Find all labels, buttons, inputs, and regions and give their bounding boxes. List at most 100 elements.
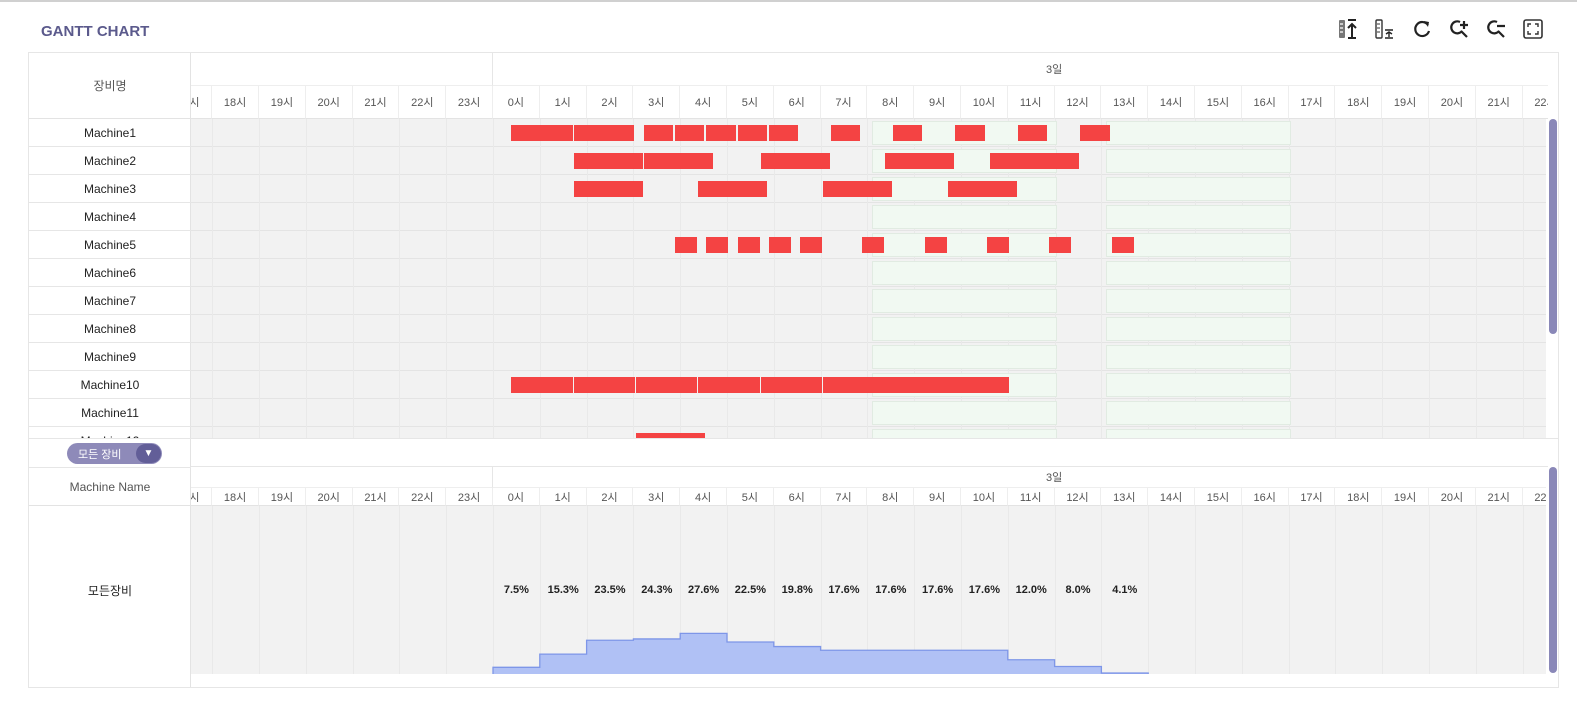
task-bar[interactable] [989, 153, 1079, 169]
grid-line [539, 399, 541, 427]
expand-rows-icon[interactable] [1337, 18, 1359, 45]
task-bar[interactable] [954, 125, 986, 141]
refresh-button[interactable] [1408, 18, 1435, 45]
fit-screen-icon[interactable] [1522, 18, 1544, 45]
hour-header: 2시 [586, 86, 634, 119]
task-bar[interactable] [800, 237, 823, 253]
grid-line [259, 203, 260, 231]
grid-line [586, 203, 588, 231]
grid-line [1335, 427, 1337, 438]
task-bar[interactable] [510, 377, 574, 393]
task-bar[interactable] [947, 377, 1009, 393]
task-bar[interactable] [574, 181, 643, 197]
hour-header: 22시 [1522, 86, 1548, 119]
task-bar[interactable] [925, 237, 947, 253]
task-bar[interactable] [986, 237, 1009, 253]
scrollbar-thumb[interactable] [1549, 467, 1557, 673]
grid-line [212, 175, 214, 203]
task-bar[interactable] [1112, 237, 1135, 253]
zoom-in-icon[interactable] [1448, 18, 1470, 45]
task-bar[interactable] [705, 125, 736, 141]
task-bar[interactable] [1080, 125, 1110, 141]
task-bar[interactable] [761, 377, 823, 393]
grid-line [1288, 506, 1290, 674]
zoom-out-button[interactable] [1482, 18, 1509, 45]
task-bar[interactable] [822, 377, 885, 393]
grid-line [586, 427, 588, 438]
grid-line [820, 287, 822, 315]
task-bar[interactable] [737, 237, 760, 253]
task-bar[interactable] [822, 181, 893, 197]
gantt-vertical-scrollbar[interactable] [1546, 119, 1558, 438]
grid-line [259, 231, 260, 259]
grid-line [1101, 203, 1103, 231]
scrollbar-thumb[interactable] [1549, 119, 1557, 334]
task-bar[interactable] [761, 153, 830, 169]
grid-line [446, 371, 448, 399]
hour-header: 19시 [259, 86, 306, 119]
task-bar[interactable] [674, 125, 705, 141]
utilization-step-5 [727, 642, 774, 674]
grid-line [539, 315, 541, 343]
task-bar[interactable] [885, 377, 948, 393]
task-bar[interactable] [947, 181, 1018, 197]
filter-row [191, 439, 1548, 467]
grid-line [1382, 287, 1384, 315]
task-bar[interactable] [635, 433, 706, 438]
hour-header: 22시 [399, 86, 447, 119]
grid-line [820, 203, 822, 231]
task-bar[interactable] [644, 125, 674, 141]
collapse-rows-icon[interactable] [1374, 18, 1396, 45]
task-bar[interactable] [644, 153, 713, 169]
expand-rows-button[interactable] [1334, 18, 1361, 45]
grid-line [1522, 231, 1524, 259]
grid-line [305, 315, 307, 343]
grid-line [493, 427, 494, 438]
task-bar[interactable] [769, 237, 791, 253]
grid-line [773, 175, 775, 203]
task-bar[interactable] [1049, 237, 1071, 253]
zoom-out-icon[interactable] [1485, 18, 1507, 45]
collapse-rows-button[interactable] [1371, 18, 1398, 45]
task-bar[interactable] [574, 153, 643, 169]
machine-filter-dropdown[interactable]: 모든 장비 ▼ [67, 443, 162, 464]
task-bar[interactable] [574, 377, 635, 393]
grid-line [493, 203, 494, 231]
grid-line [1475, 506, 1477, 674]
grid-line [539, 427, 541, 438]
task-bar[interactable] [698, 181, 767, 197]
grid-line [633, 231, 635, 259]
fit-screen-button[interactable] [1519, 18, 1546, 45]
task-bar[interactable] [885, 153, 954, 169]
zoom-in-button[interactable] [1445, 18, 1472, 45]
grid-line [1429, 427, 1430, 438]
machine-row-label: Machine9 [29, 343, 191, 371]
machine-row-label: Machine2 [29, 147, 191, 175]
task-bar[interactable] [1017, 125, 1047, 141]
machine-row [191, 343, 1548, 371]
task-bar[interactable] [830, 125, 860, 141]
grid-line [305, 343, 307, 371]
utilization-vertical-scrollbar[interactable] [1546, 467, 1558, 675]
dropdown-arrow-icon[interactable]: ▼ [136, 444, 161, 463]
task-bar[interactable] [737, 125, 767, 141]
task-bar[interactable] [893, 125, 922, 141]
task-bar[interactable] [698, 377, 760, 393]
task-bar[interactable] [861, 237, 884, 253]
hour-header: 6시 [773, 488, 821, 506]
refresh-icon[interactable] [1411, 18, 1433, 45]
task-bar[interactable] [510, 125, 574, 141]
utilization-step-12 [1055, 666, 1102, 674]
grid-line [1241, 506, 1243, 674]
task-bar[interactable] [635, 377, 698, 393]
task-bar[interactable] [574, 125, 635, 141]
grid-line [446, 259, 448, 287]
grid-line [820, 343, 822, 371]
task-bar[interactable] [769, 125, 798, 141]
task-bar[interactable] [674, 237, 698, 253]
task-bar[interactable] [705, 237, 728, 253]
available-window [1106, 177, 1291, 201]
grid-line [493, 287, 494, 315]
machine-row [191, 399, 1548, 427]
grid-line [259, 427, 260, 438]
